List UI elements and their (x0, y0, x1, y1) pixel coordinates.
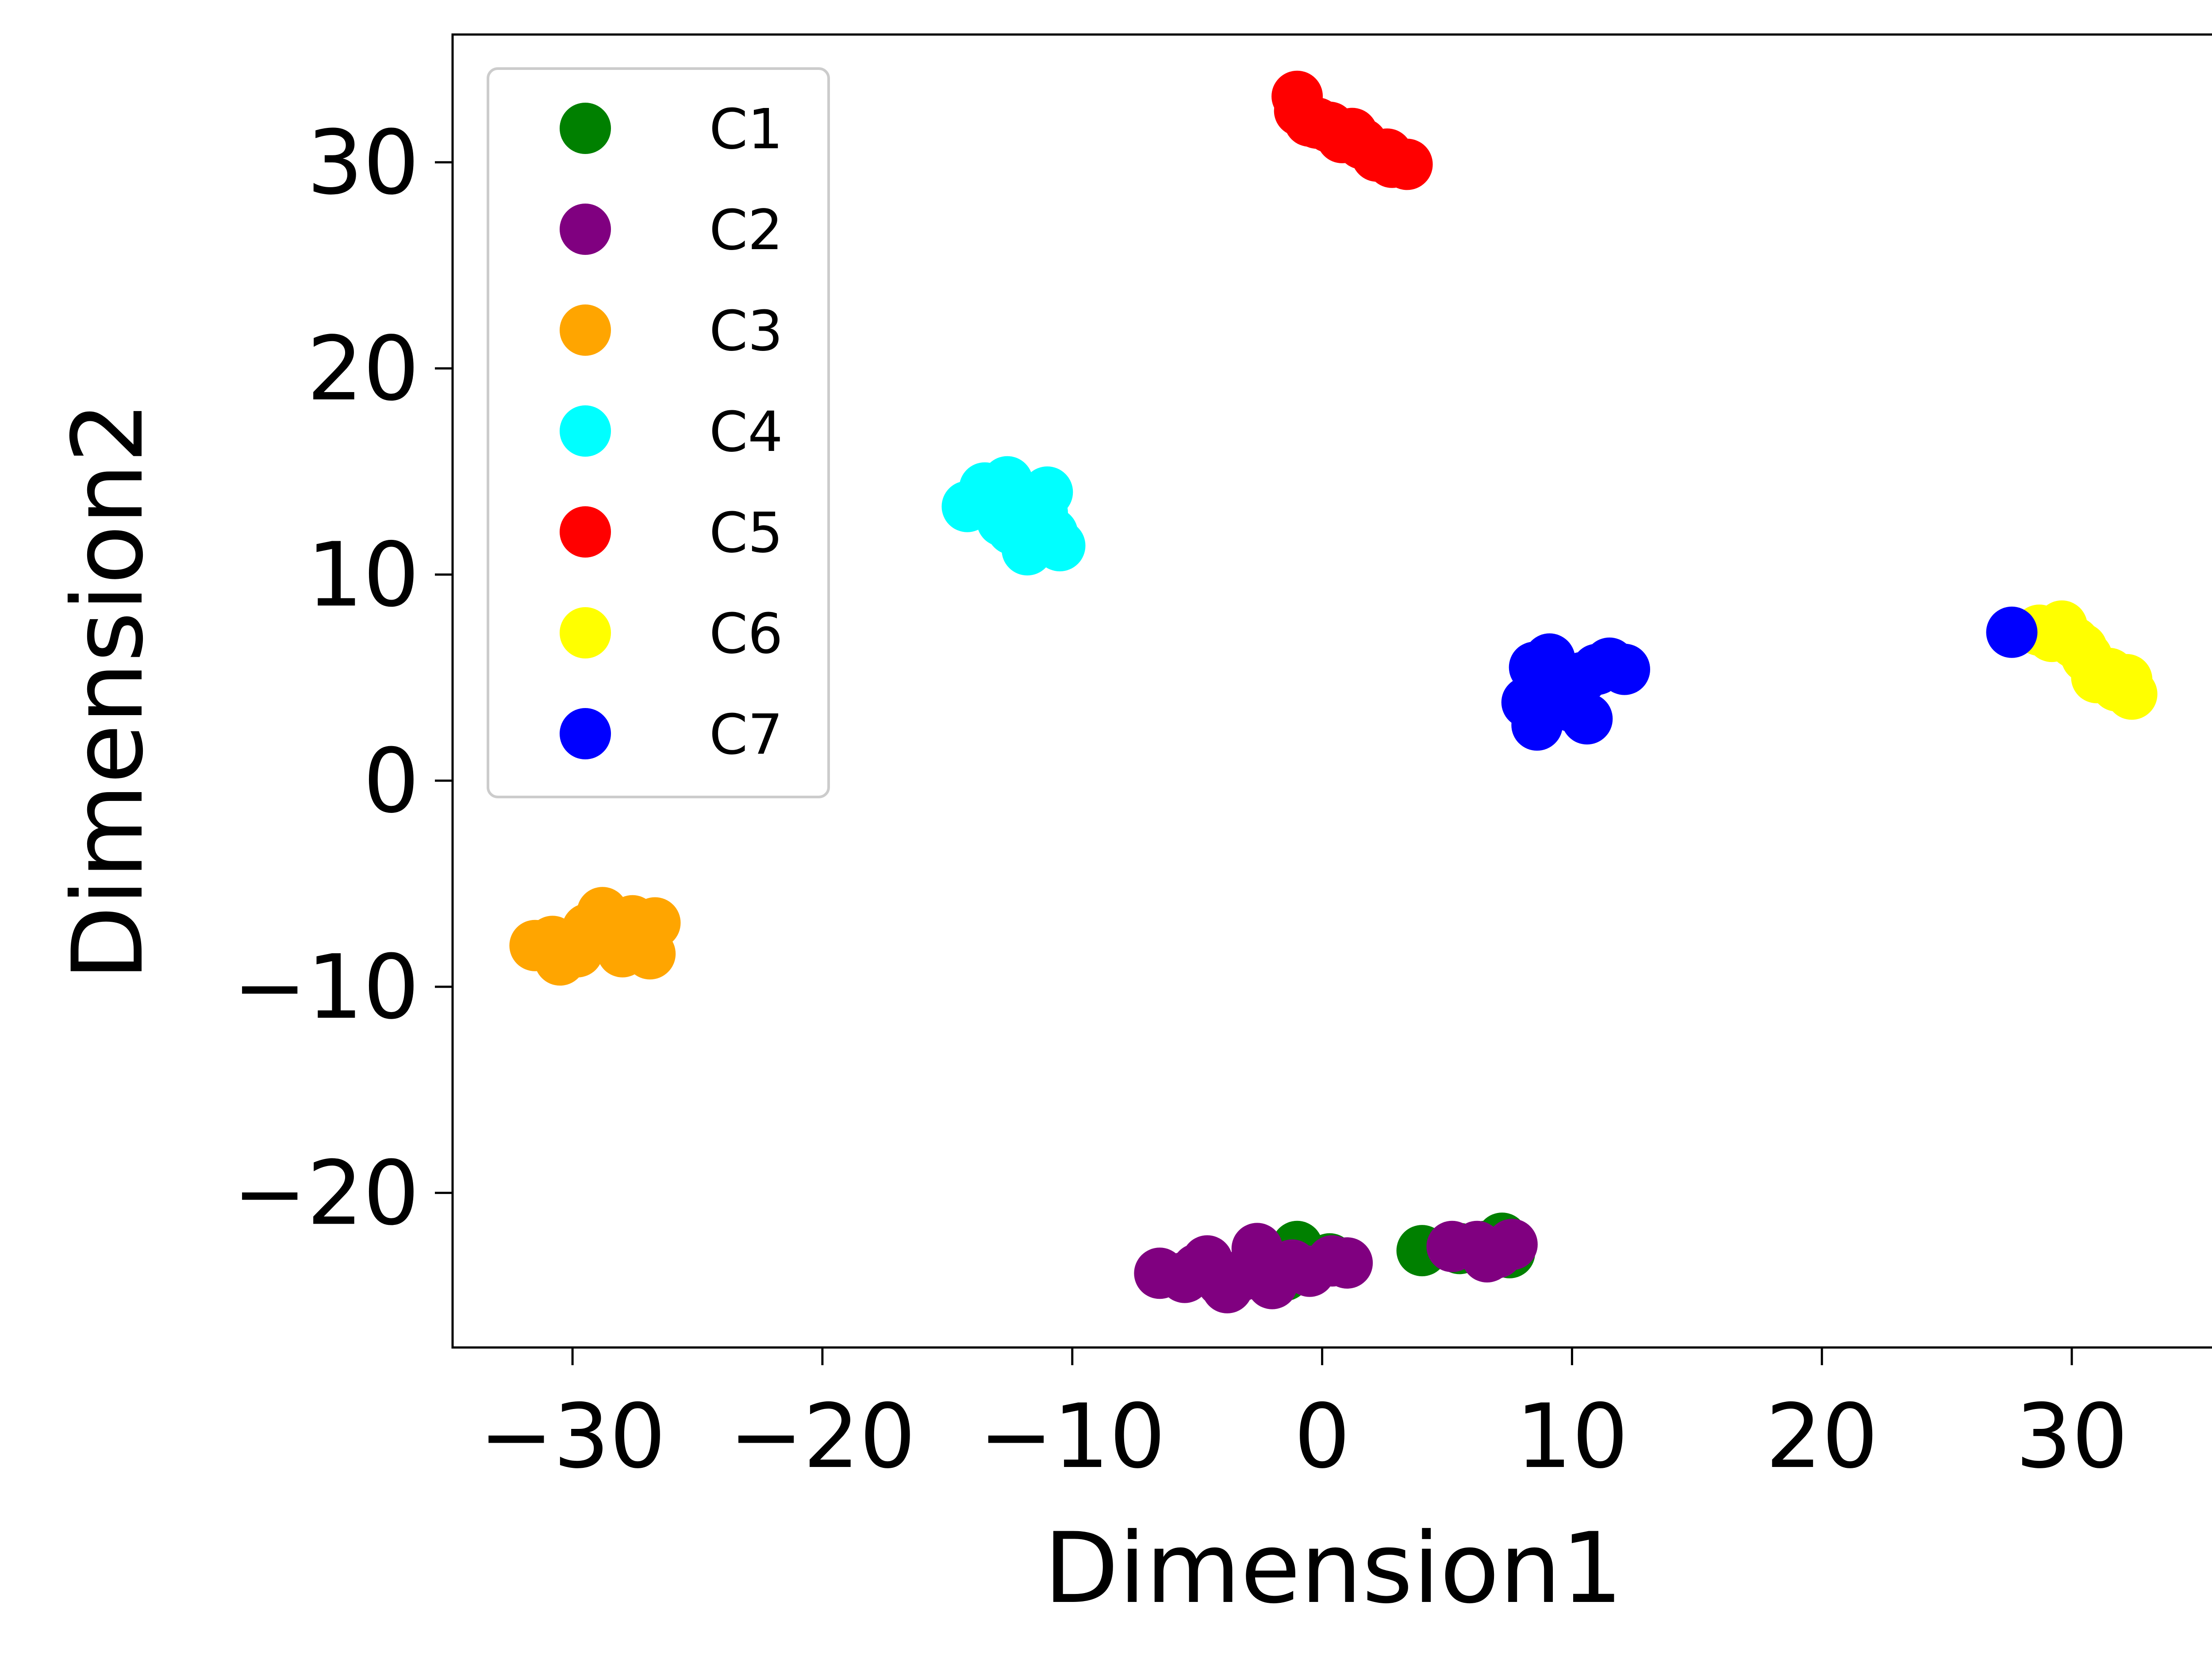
legend-label-c3: C3 (709, 299, 783, 363)
point-c5-11 (1361, 128, 1413, 180)
x-tick-label: −10 (979, 1385, 1166, 1488)
point-c5-10 (1291, 97, 1343, 149)
y-tick-label: 0 (363, 730, 419, 833)
x-tick-label: −30 (479, 1385, 666, 1488)
series-c2 (1134, 1219, 1538, 1313)
x-tick-label: 20 (1766, 1385, 1878, 1488)
legend-label-c2: C2 (709, 198, 783, 262)
legend-marker-c7 (560, 708, 611, 759)
point-c6-8 (2091, 660, 2143, 712)
legend-marker-c5 (560, 506, 611, 558)
x-tick-label: 10 (1516, 1385, 1628, 1488)
point-c2-12 (1171, 1243, 1223, 1295)
point-c3-9 (624, 928, 676, 980)
point-c3-11 (562, 903, 613, 955)
point-c2-17 (1461, 1231, 1513, 1283)
legend-label-c5: C5 (709, 501, 783, 565)
plot-frame (451, 33, 2212, 1349)
legend-marker-c1 (560, 103, 611, 154)
series-c4 (941, 456, 1086, 576)
y-tick-label: 20 (307, 318, 420, 421)
legend-label-c6: C6 (709, 602, 783, 666)
point-c4-12 (972, 483, 1023, 535)
series-c5 (1271, 70, 1433, 190)
series-c3 (509, 887, 681, 986)
legend: C1 C2 C3 C4 C5 C6 C7 (487, 67, 830, 798)
legend-marker-c4 (560, 405, 611, 457)
y-tick-label: 10 (307, 524, 420, 627)
series-c7 (1501, 606, 2038, 751)
point-c6-10 (2026, 611, 2078, 662)
legend-label-c4: C4 (709, 400, 783, 464)
point-c2-10 (1321, 1237, 1373, 1289)
x-tick-label: −20 (729, 1385, 916, 1488)
x-tick-label: 30 (2016, 1385, 2128, 1488)
point-c7-11 (1539, 668, 1590, 720)
y-tick-label: 30 (307, 112, 420, 215)
x-axis-ticks: −30 −20 −10 0 10 20 30 (479, 1347, 2128, 1488)
point-c4-11 (1017, 487, 1068, 539)
legend-label-c7: C7 (709, 703, 783, 767)
y-tick-label: −20 (233, 1142, 419, 1245)
y-axis-ticks: −20 −10 0 10 20 30 (233, 112, 453, 1245)
point-c7-12 (1986, 606, 2038, 658)
x-tick-label: 0 (1294, 1385, 1350, 1488)
y-tick-label: −10 (233, 936, 419, 1039)
legend-marker-c3 (560, 304, 611, 356)
x-axis-label: Dimension1 (1044, 1512, 1623, 1625)
y-axis-label: Dimension2 (51, 401, 165, 981)
legend-label-c1: C1 (709, 97, 783, 162)
legend-marker-c2 (560, 204, 611, 255)
plot-points (509, 70, 2158, 1313)
point-c7-10 (1599, 643, 1650, 695)
legend-marker-c6 (560, 607, 611, 658)
